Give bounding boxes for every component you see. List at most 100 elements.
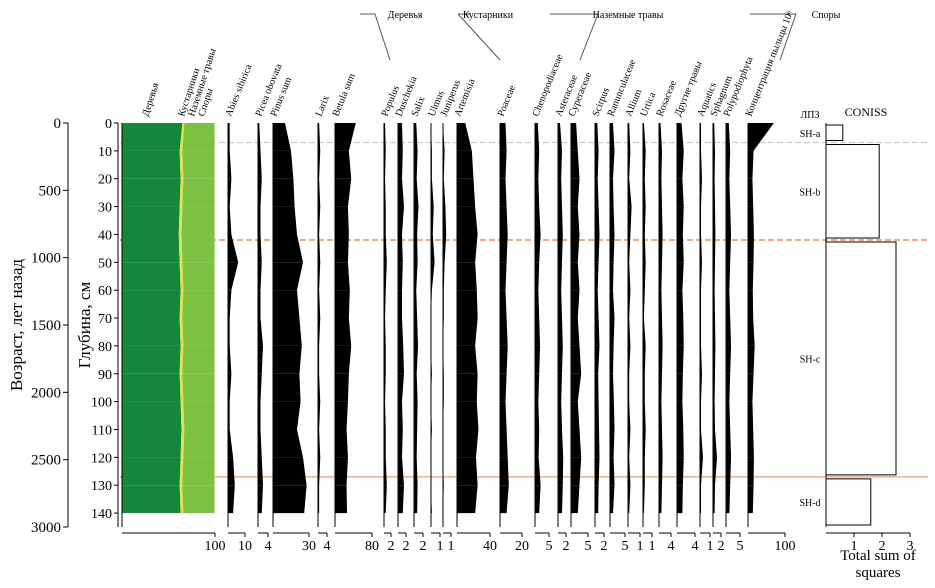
taxon-area [595, 290, 599, 319]
taxon-area [726, 206, 732, 235]
taxon-area [258, 345, 263, 374]
summary-area [180, 429, 185, 458]
taxon-area [273, 262, 303, 291]
summary-area [122, 485, 181, 514]
taxon-area [677, 290, 684, 319]
summary-area [182, 457, 215, 486]
summary-area [178, 234, 183, 263]
summary-area [122, 457, 181, 486]
taxon-area [398, 206, 404, 235]
y2-tick-label: 1500 [31, 318, 61, 334]
taxon-area [610, 290, 615, 319]
x-tick-label: 5 [737, 539, 744, 554]
taxon-area [443, 206, 447, 235]
taxon-area [414, 234, 418, 263]
taxon-area [659, 290, 662, 319]
taxon-area [398, 262, 403, 291]
taxon-area [643, 123, 646, 151]
taxon-area [457, 234, 478, 263]
taxon-area [571, 123, 578, 151]
taxon-area [628, 123, 631, 151]
taxon-area [335, 123, 356, 151]
taxon-area [610, 429, 615, 458]
y-tick-label: 20 [98, 173, 112, 188]
taxon-area [558, 206, 563, 235]
group-leader [579, 13, 599, 61]
taxon-area [643, 401, 646, 430]
taxon-area [535, 318, 541, 346]
summary-area [182, 485, 215, 514]
taxon-area [659, 345, 663, 374]
zone-label: SH-d [799, 498, 820, 509]
y-title: Глубина, см [75, 282, 94, 369]
summary-area [178, 206, 183, 235]
taxon-area [628, 234, 631, 263]
taxon-area [659, 206, 663, 235]
taxon-area [431, 206, 434, 235]
taxon-area [318, 206, 321, 235]
y-tick-label: 90 [98, 368, 112, 383]
taxon-area [414, 485, 418, 514]
taxon-label: Poaceae [496, 83, 519, 118]
taxon-area [258, 457, 263, 486]
summary-area [179, 262, 184, 291]
taxon-area [228, 178, 232, 207]
taxon-area [457, 373, 478, 402]
taxon-area [457, 401, 479, 430]
x-tick-label: 4 [265, 539, 272, 554]
taxon-area [457, 262, 477, 291]
group-label: Наземные травы [593, 10, 664, 21]
taxon-area [398, 123, 403, 151]
taxon-area [659, 234, 663, 263]
summary-area [214, 373, 215, 402]
taxon-area [571, 401, 580, 430]
summary-area [122, 429, 182, 458]
taxon-area [628, 345, 631, 374]
summary-area [179, 457, 184, 486]
x-tick-label: 4 [692, 539, 699, 554]
taxon-area [318, 290, 321, 319]
taxon-area [500, 429, 508, 458]
taxon-area [713, 345, 716, 374]
taxon-area [726, 485, 731, 514]
taxon-area [748, 150, 754, 179]
taxon-area [535, 123, 540, 151]
taxon-area [443, 178, 446, 207]
taxon-area [398, 290, 402, 319]
taxon-area [677, 123, 684, 151]
taxon-area [571, 262, 580, 291]
taxon-area [700, 429, 703, 458]
taxon-area [595, 123, 599, 151]
taxon-area [500, 206, 508, 235]
summary-area [179, 150, 184, 179]
y2-tick-label: 2000 [31, 385, 61, 401]
taxon-area [748, 345, 755, 374]
taxon-area [335, 234, 349, 263]
taxon-area [500, 150, 507, 179]
x-tick-label: 4 [668, 539, 675, 554]
taxon-area [628, 178, 632, 207]
taxon-area [713, 206, 716, 235]
x-tick-label: 3 [907, 539, 914, 554]
taxon-area [335, 178, 352, 207]
taxon-area [535, 345, 541, 374]
taxon-area [398, 318, 404, 346]
taxon-area [228, 457, 235, 486]
taxon-area [595, 262, 599, 291]
taxon-area [228, 206, 232, 235]
taxon-area [595, 178, 599, 207]
taxon-area [610, 318, 615, 346]
taxon-area [628, 457, 631, 486]
taxon-area [628, 262, 631, 291]
taxon-area [748, 178, 754, 207]
taxon-area [659, 262, 662, 291]
taxon-area [258, 373, 262, 402]
taxon-area [457, 178, 476, 207]
summary-area [183, 429, 215, 458]
summary-area [183, 401, 215, 430]
summary-area [182, 150, 215, 179]
y-tick-label: 50 [98, 256, 112, 271]
taxon-area [610, 178, 614, 207]
summary-area [214, 345, 215, 374]
